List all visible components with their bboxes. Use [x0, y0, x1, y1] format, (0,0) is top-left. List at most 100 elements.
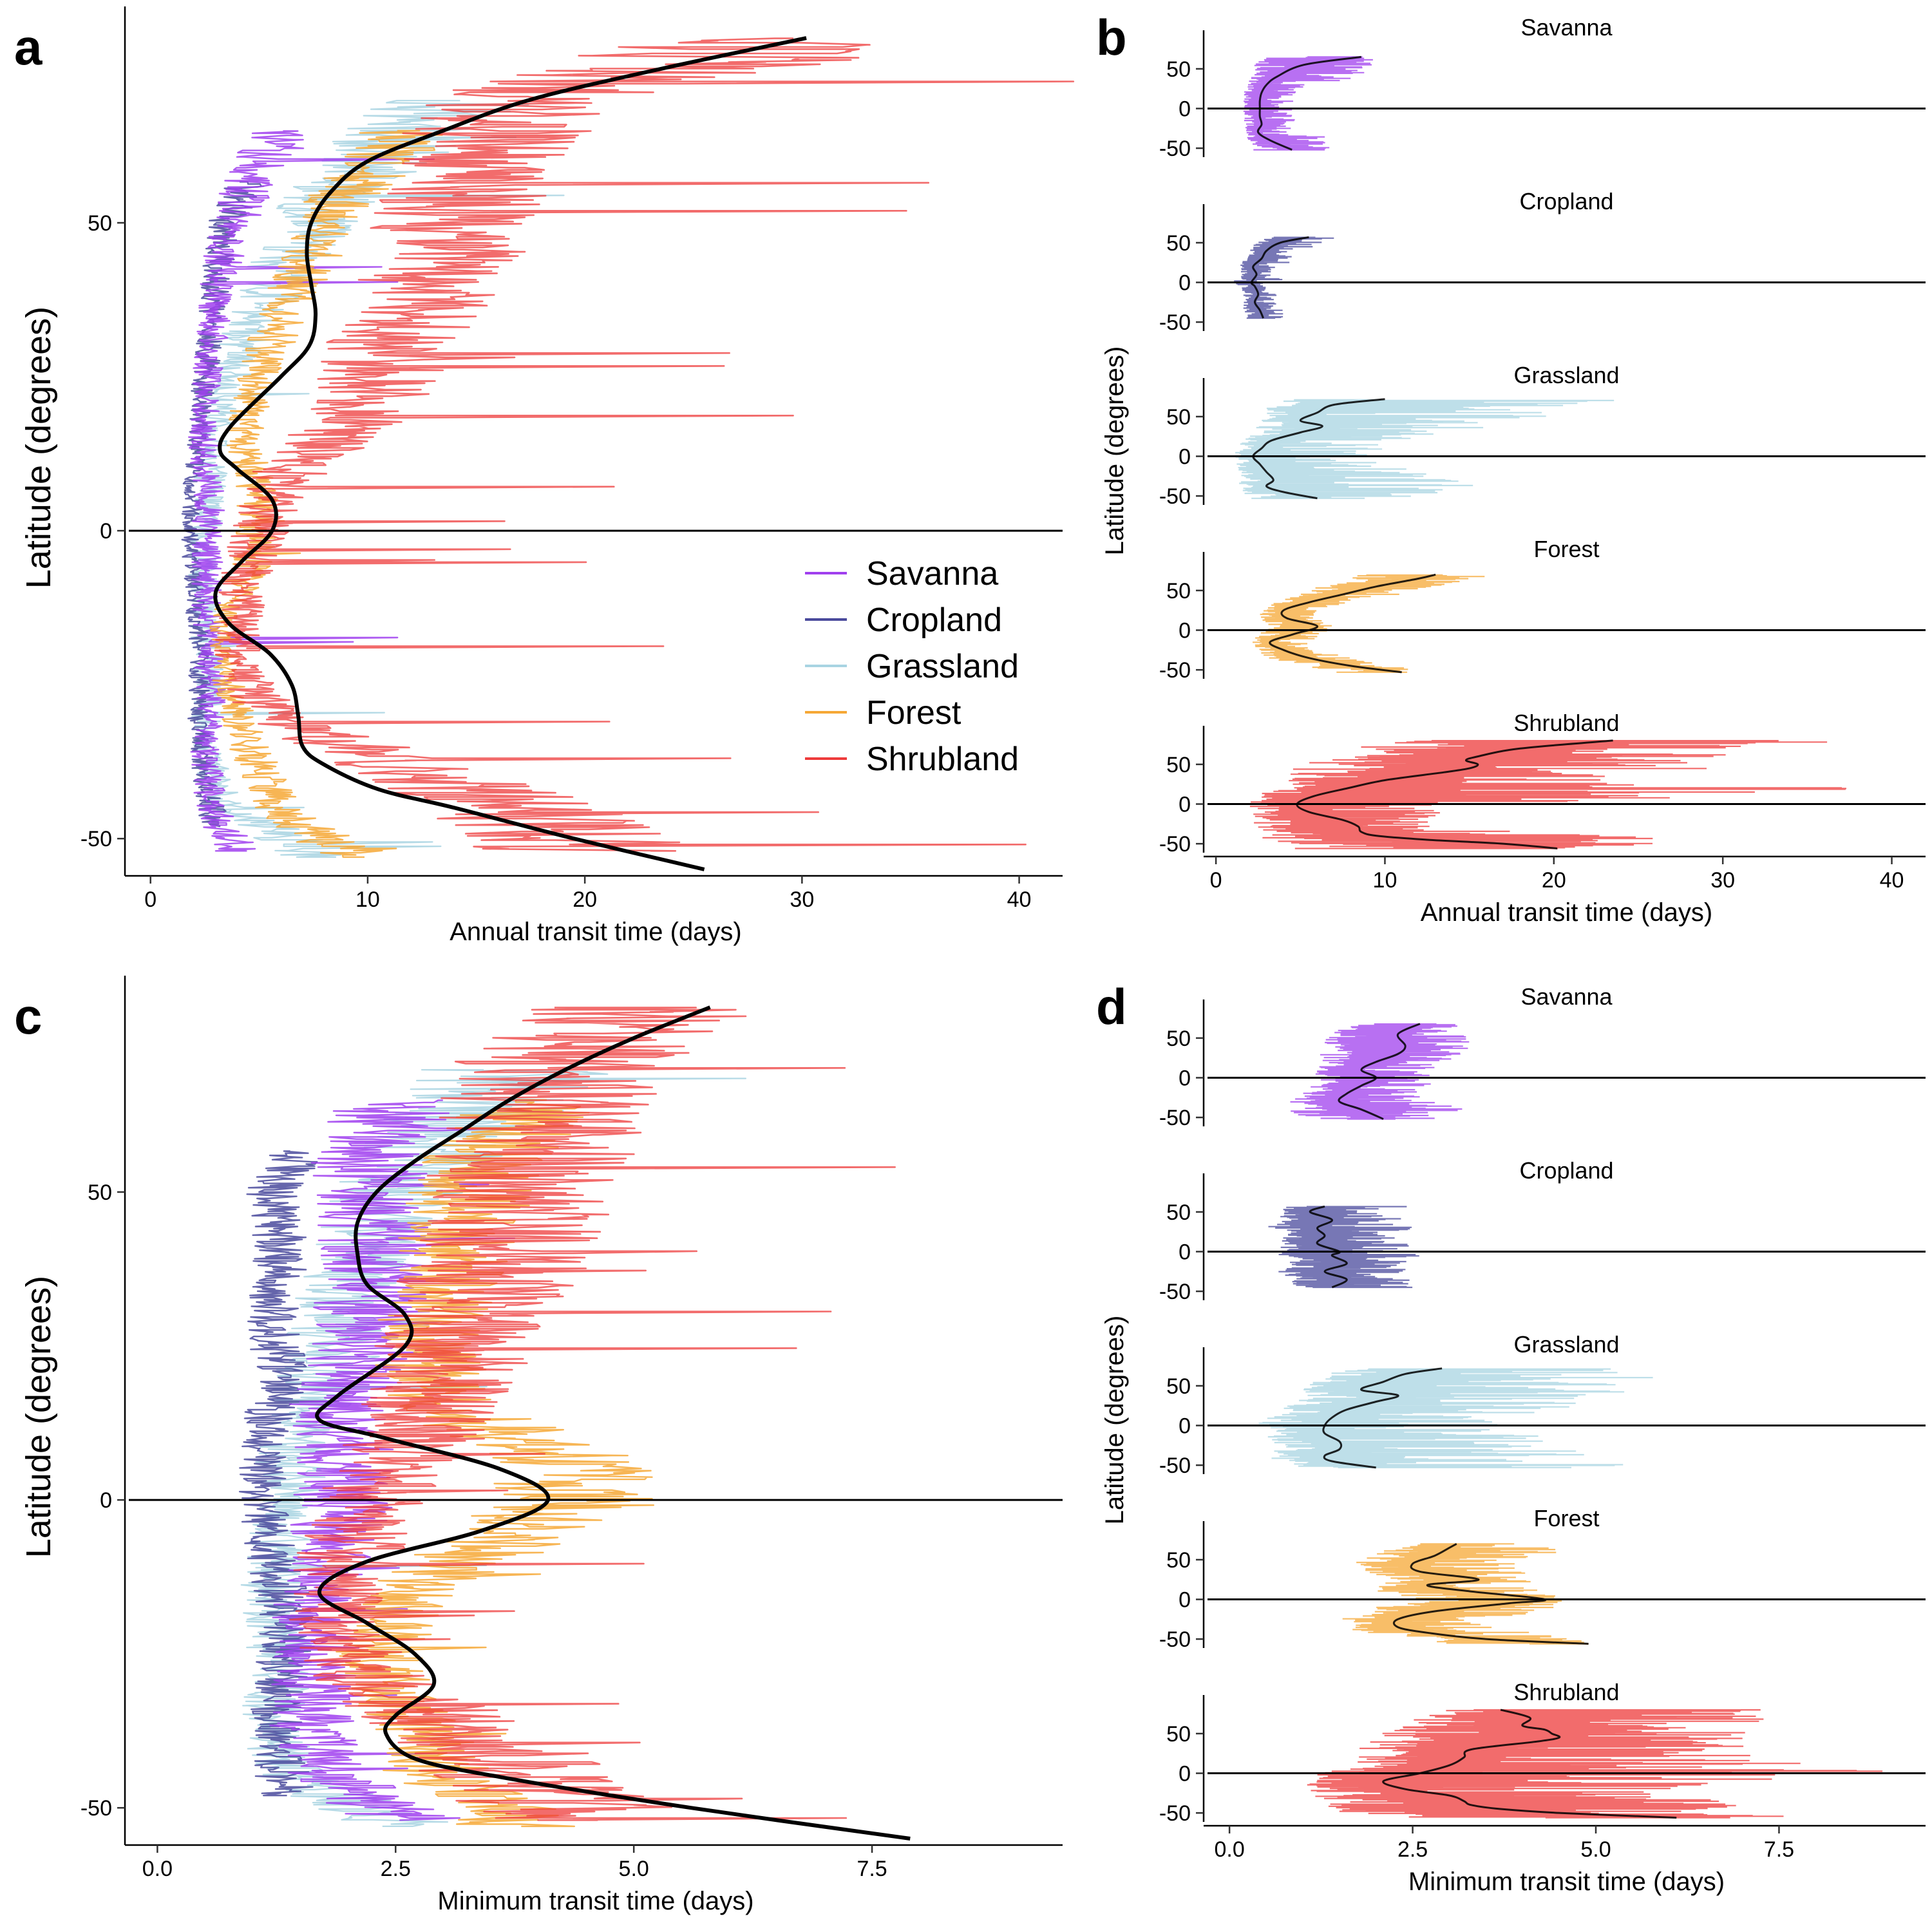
facet-band-savanna: [1290, 1023, 1470, 1120]
facet-shrubland-y-tick-label: 0: [1179, 1762, 1191, 1786]
panel-letter: a: [14, 19, 43, 75]
series-cropland: [238, 1150, 340, 1797]
facet-fit-line: [1296, 739, 1613, 849]
panel-c-x-tick-label: 0.0: [142, 1857, 173, 1881]
facet-shrubland-y-tick-label: 50: [1166, 753, 1191, 777]
facet-cropland-y-tick-label: 0: [1179, 1240, 1191, 1265]
facet-cropland-y-tick-label: 0: [1179, 271, 1191, 296]
panel-b: b Savanna -50 0 50 Cropland -50 0 50 Grassland -50…: [1096, 9, 1926, 927]
facet-grassland: Grassland -50 0 50: [1159, 1331, 1926, 1478]
facet-title: Shrubland: [1513, 710, 1619, 736]
facet-title: Savanna: [1520, 14, 1613, 41]
panel-b-x-tick-label: 30: [1710, 868, 1735, 893]
facet-fit-line: [1322, 1367, 1443, 1469]
facet-title: Grassland: [1513, 362, 1619, 388]
panel-b-x-tick-label: 0: [1210, 868, 1222, 893]
series-savanna: [188, 130, 435, 852]
facet-cropland-y-tick-label: -50: [1159, 1280, 1191, 1304]
facet-savanna: Savanna -50 0 50: [1159, 14, 1926, 161]
facet-fit-line: [1250, 236, 1309, 319]
facet-forest-y-tick-label: -50: [1159, 1627, 1191, 1652]
facet-band-shrubland: [1307, 1709, 1883, 1819]
facet-savanna: Savanna -50 0 50: [1159, 983, 1926, 1130]
legend-label-savanna: Savanna: [866, 555, 998, 592]
facet-fit-line: [1252, 398, 1385, 500]
facet-cropland-y-tick-label: 50: [1166, 231, 1191, 256]
facet-shrubland-y-tick-label: -50: [1159, 832, 1191, 857]
facet-fit-line: [1382, 1709, 1677, 1819]
panel-a-y-tick-label: 50: [88, 211, 112, 236]
x-axis-title: Annual transit time (days): [450, 918, 742, 946]
facet-forest-y-tick-label: 50: [1166, 579, 1191, 603]
facet-title: Forest: [1533, 536, 1599, 562]
facet-grassland-y-tick-label: -50: [1159, 484, 1191, 509]
facet-band-grassland: [1235, 399, 1615, 499]
facet-band-cropland: [1265, 1206, 1419, 1289]
facet-band-forest: [1342, 1543, 1589, 1645]
panel-d-x-tick-label: 7.5: [1764, 1837, 1794, 1862]
y-axis-title: Latitude (degrees): [1101, 346, 1129, 556]
series-savanna: [269, 1099, 515, 1821]
panel-letter: c: [14, 988, 42, 1045]
facet-cropland-y-tick-label: -50: [1159, 310, 1191, 335]
facet-title: Grassland: [1513, 1331, 1619, 1358]
facet-savanna-y-tick-label: -50: [1159, 1106, 1191, 1130]
panel-d: d Savanna -50 0 50 Cropland -50 0 50 Grassland -50…: [1096, 978, 1926, 1896]
facet-shrubland-y-tick-label: 50: [1166, 1722, 1191, 1747]
facet-grassland-y-tick-label: 50: [1166, 1374, 1191, 1399]
facet-savanna-y-tick-label: 50: [1166, 57, 1191, 82]
facet-forest-y-tick-label: -50: [1159, 658, 1191, 683]
panel-c: c 0.0 2.5 5.0 7.5 -50 0 50 Minimum transit time …: [14, 976, 1063, 1915]
y-axis-title: Latitude (degrees): [19, 307, 58, 589]
facet-savanna-y-tick-label: -50: [1159, 137, 1191, 161]
panel-a: a 0 10 20 30 40 -50 0 50 Annual transit time (day…: [14, 6, 1075, 946]
facet-shrubland-y-tick-label: -50: [1159, 1801, 1191, 1826]
facet-fit-line: [1269, 573, 1436, 674]
x-axis-title: Minimum transit time (days): [437, 1887, 753, 1915]
facet-band-grassland: [1258, 1368, 1653, 1468]
facet-band-forest: [1253, 574, 1485, 673]
panel-b-x-tick-label: 10: [1373, 868, 1397, 893]
legend-label-cropland: Cropland: [866, 601, 1002, 639]
facet-fit-line: [1256, 55, 1361, 151]
panel-a-x-tick-label: 20: [573, 887, 597, 912]
facet-title: Savanna: [1520, 983, 1613, 1010]
panel-a-x-tick-label: 30: [790, 887, 814, 912]
series-shrubland: [214, 37, 1075, 852]
facet-band-cropland: [1234, 236, 1334, 319]
panel-a-x-tick-label: 40: [1007, 887, 1032, 912]
facet-grassland-y-tick-label: 0: [1179, 1414, 1191, 1439]
facet-grassland-y-tick-label: 0: [1179, 445, 1191, 469]
panel-letter: d: [1096, 978, 1127, 1035]
facet-savanna-y-tick-label: 0: [1179, 97, 1191, 122]
facet-fit-line: [1392, 1542, 1589, 1645]
facet-forest-y-tick-label: 0: [1179, 619, 1191, 643]
facet-title: Cropland: [1519, 1157, 1613, 1184]
panel-c-x-tick-label: 5.0: [619, 1857, 649, 1881]
y-axis-title: Latitude (degrees): [1101, 1316, 1129, 1525]
facet-savanna-y-tick-label: 0: [1179, 1066, 1191, 1091]
panel-c-x-tick-label: 7.5: [857, 1857, 887, 1881]
series-forest: [209, 129, 443, 858]
panel-c-y-tick-label: 50: [88, 1180, 112, 1205]
panel-b-x-tick-label: 40: [1880, 868, 1904, 893]
facet-cropland: Cropland -50 0 50: [1159, 1157, 1926, 1304]
legend-label-forest: Forest: [866, 694, 961, 732]
y-axis-title: Latitude (degrees): [19, 1276, 58, 1558]
panel-c-y-tick-label: 0: [100, 1488, 112, 1513]
facet-grassland-y-tick-label: 50: [1166, 405, 1191, 430]
panel-d-x-tick-label: 5.0: [1580, 1837, 1611, 1862]
panel-a-y-tick-label: -50: [80, 827, 112, 851]
panel-a-x-tick-label: 10: [355, 887, 380, 912]
panel-letter: b: [1096, 9, 1127, 66]
facet-forest: Forest -50 0 50: [1159, 1505, 1926, 1652]
panel-c-y-tick-label: -50: [80, 1796, 112, 1821]
facet-forest: Forest -50 0 50: [1159, 536, 1926, 683]
facet-shrubland: Shrubland -50 0 50: [1159, 1679, 1926, 1826]
panel-c-x-tick-label: 2.5: [381, 1857, 411, 1881]
panel-d-x-tick-label: 0.0: [1214, 1837, 1244, 1862]
smooth-fit-line: [213, 36, 807, 871]
panel-a-x-tick-label: 0: [144, 887, 156, 912]
facet-title: Cropland: [1519, 188, 1613, 214]
legend-label-grassland: Grassland: [866, 648, 1019, 685]
